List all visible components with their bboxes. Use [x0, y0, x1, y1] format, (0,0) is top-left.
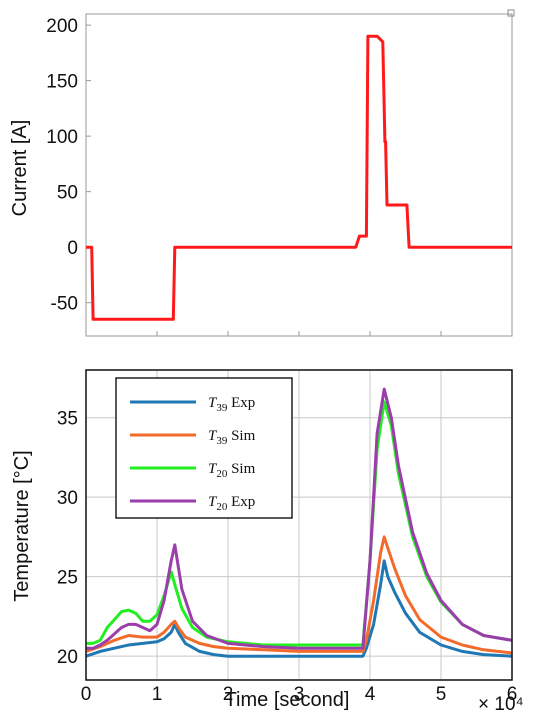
current-plot-frame	[85, 13, 513, 337]
current-y-axis-label: Current [A]	[9, 120, 31, 217]
current-y-tick-label: 50	[57, 183, 78, 204]
temperature-y-tick-label: 20	[57, 647, 78, 668]
current-chart: -50 0 50 100 150 200 Current [A]	[9, 9, 515, 337]
current-y-tick-label: -50	[51, 294, 78, 315]
current-y-tick-label: 100	[46, 127, 78, 148]
temperature-x-tick-label: 6	[507, 684, 518, 705]
temperature-series-line-2	[85, 535, 513, 655]
x-multiplier-label: × 10⁴	[478, 694, 524, 715]
temperature-y-tick-label: 30	[57, 488, 78, 509]
legend-label-3: T20 Sim	[208, 461, 256, 480]
temperature-x-tick-label: 3	[294, 684, 305, 705]
temperature-tick-group: 0 1 2 3 4 5 6 20 25 30 35	[57, 409, 517, 705]
temperature-series-line-1	[85, 559, 513, 658]
legend-label-4: T20 Exp	[208, 494, 255, 513]
temperature-legend: T39 Exp T39 Sim T20 Sim T20 Exp	[115, 377, 293, 519]
temperature-x-tick-label: 4	[365, 684, 376, 705]
temperature-lines	[85, 387, 513, 658]
current-y-tick-label: 150	[46, 72, 78, 93]
current-tick-group: -50 0 50 100 150 200	[46, 16, 442, 336]
corner-marker	[507, 9, 515, 17]
temperature-y-tick-label: 25	[57, 568, 78, 589]
current-y-tick-label: 0	[67, 238, 78, 259]
current-line	[86, 34, 512, 321]
temperature-series-line-4	[86, 387, 513, 650]
temperature-x-tick-label: 1	[152, 684, 163, 705]
temperature-x-tick-label: 2	[223, 684, 234, 705]
temperature-x-tick-label: 5	[436, 684, 447, 705]
temperature-y-axis-label: Temperature [°C]	[11, 450, 33, 601]
legend-label-2: T39 Sim	[208, 428, 256, 447]
temperature-chart: 0 1 2 3 4 5 6 20 25 30 35 Temperature [°C] Time [s…	[11, 369, 524, 715]
temperature-x-tick-label: 0	[81, 684, 92, 705]
legend-label-1: T39 Exp	[208, 395, 255, 414]
temperature-y-tick-label: 35	[57, 409, 78, 430]
temperature-plot-border	[85, 369, 513, 681]
legend-box	[115, 377, 293, 519]
temperature-x-axis-label: Time [second]	[225, 689, 350, 711]
current-y-tick-label: 200	[46, 16, 78, 37]
